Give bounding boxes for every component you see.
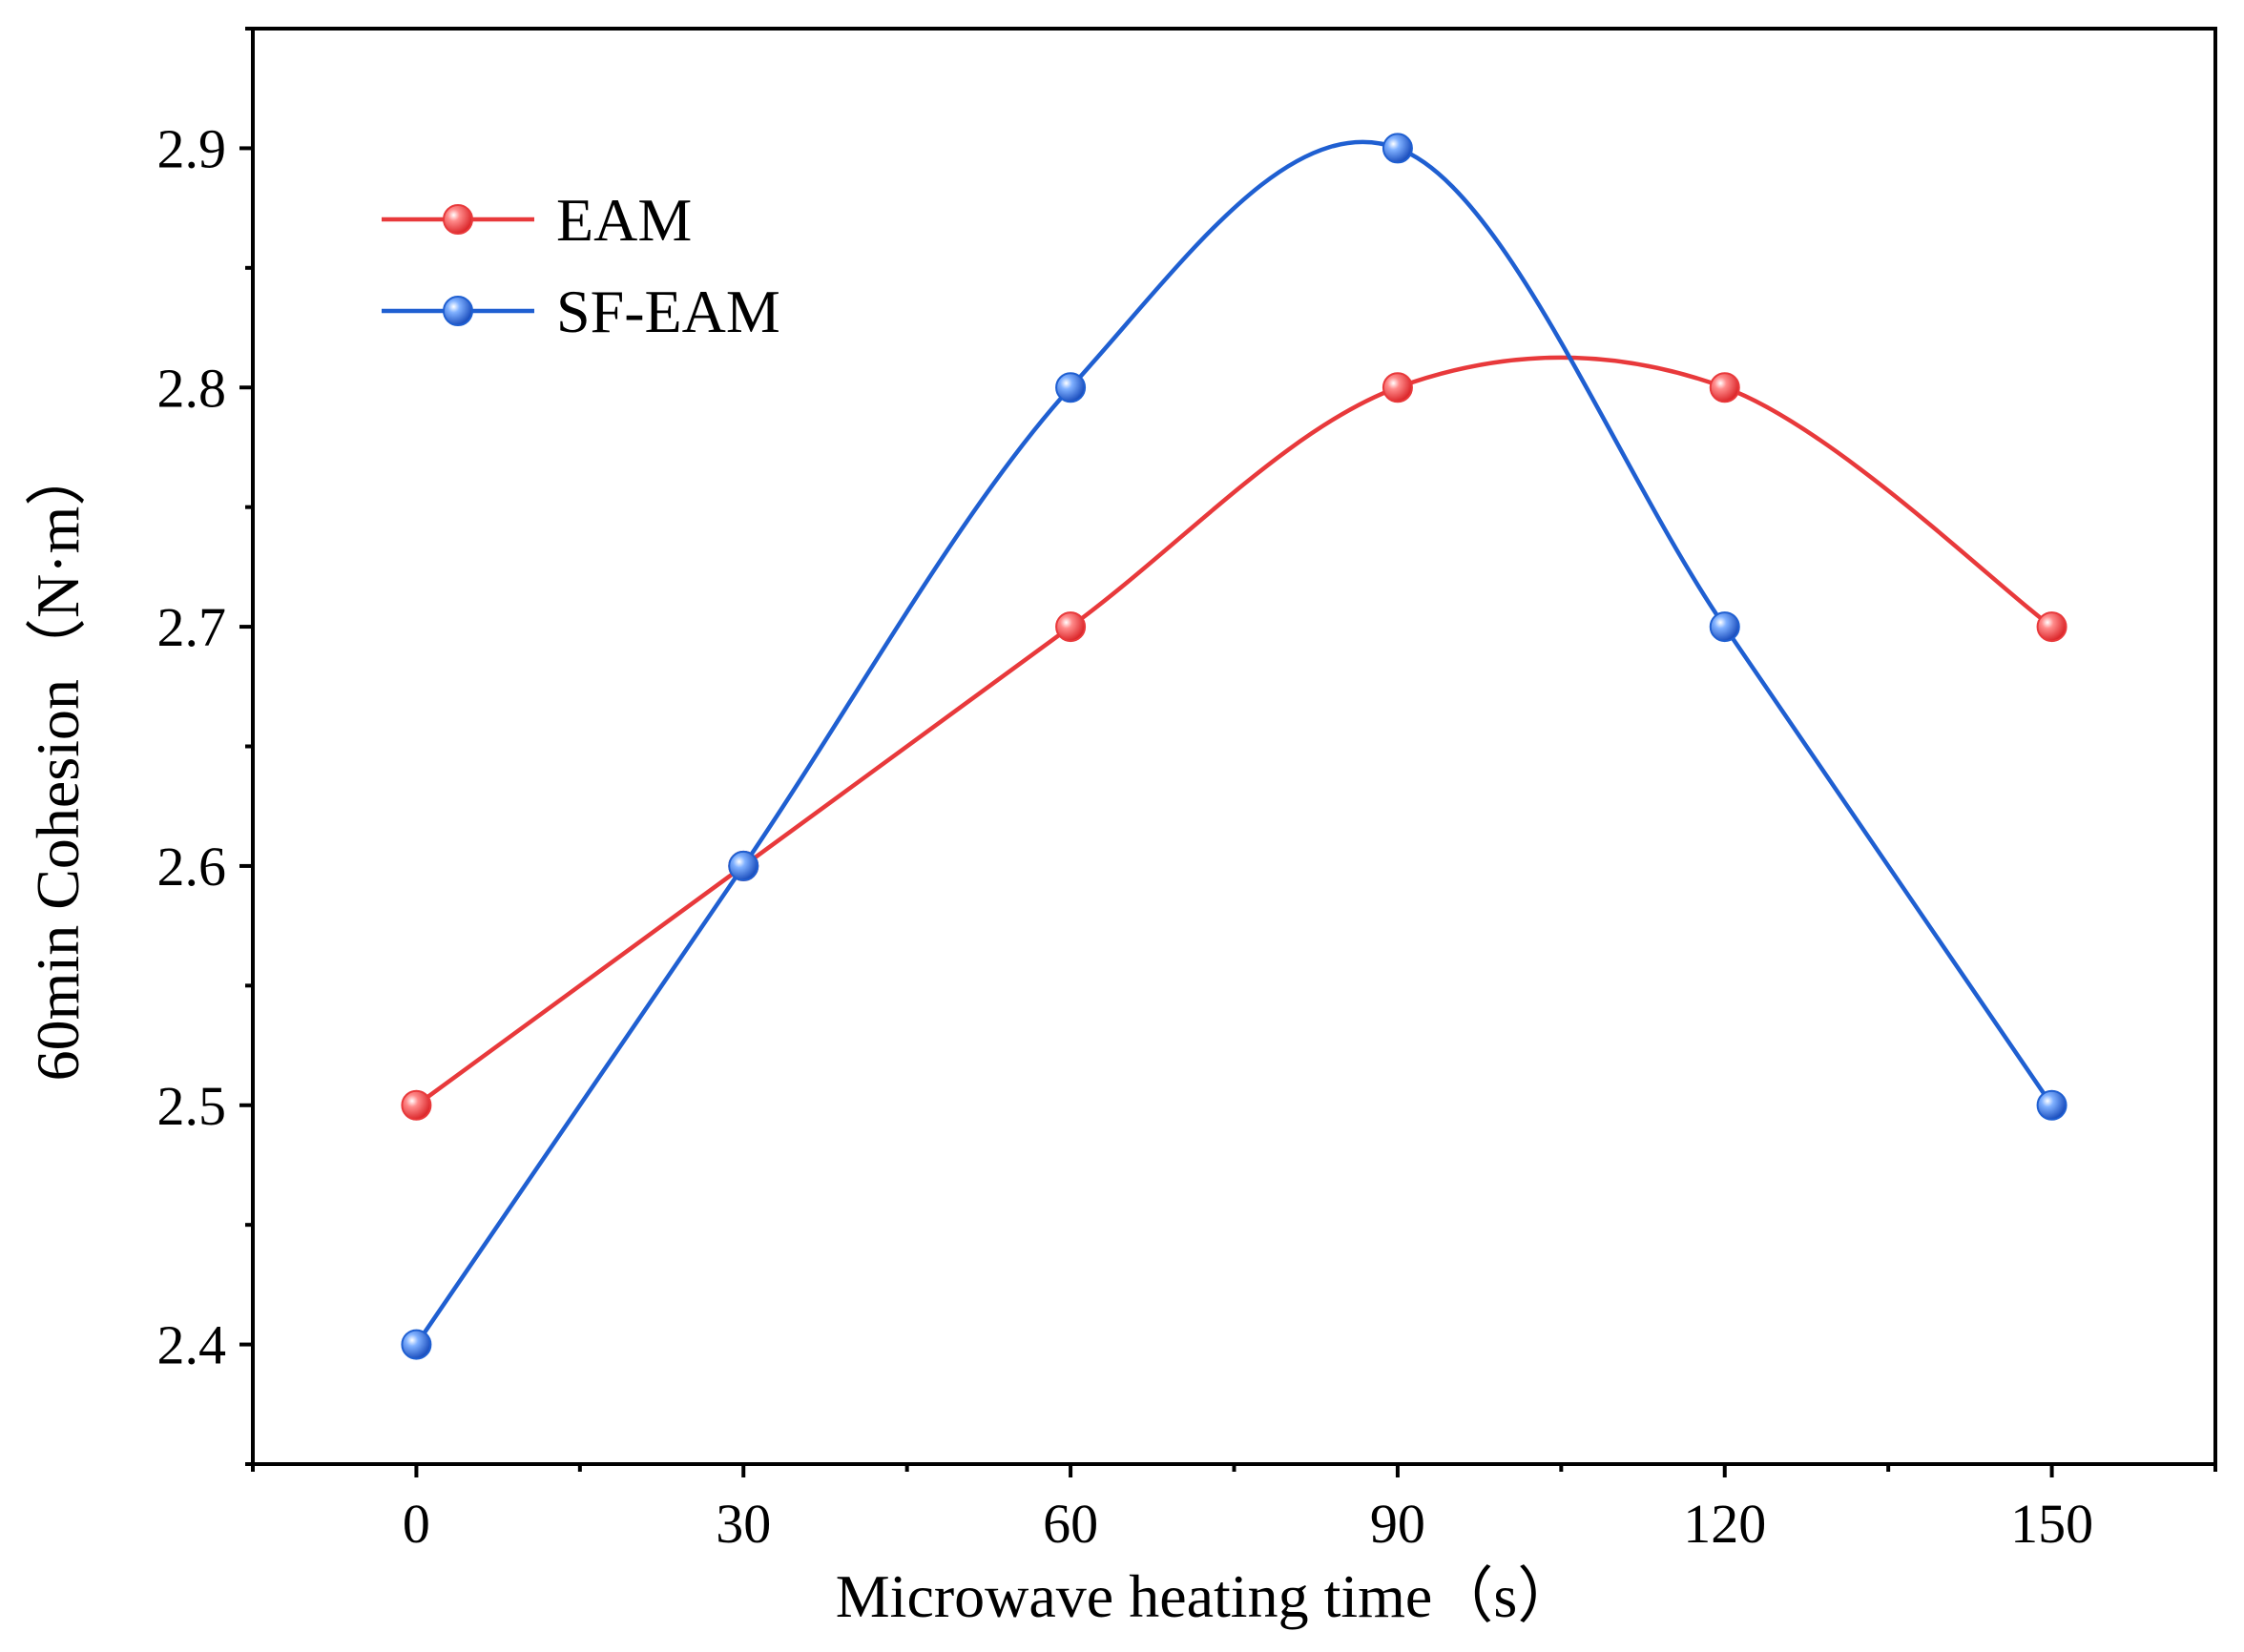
data-point (1382, 133, 1413, 164)
y-tick-label: 2.5 (157, 1075, 227, 1137)
data-point (1709, 372, 1740, 403)
legend-marker (443, 204, 473, 235)
data-point (1709, 611, 1740, 643)
legend-item: SF-EAM (382, 278, 780, 345)
data-point (401, 1089, 432, 1121)
series-line (414, 139, 2054, 1346)
x-tick-label: 0 (403, 1493, 430, 1555)
data-point (1055, 611, 1087, 643)
series-layer (401, 133, 2067, 1360)
x-tick-label: 60 (1043, 1493, 1098, 1555)
x-axis: 0 30 60 90 120 150 (251, 1464, 2217, 1555)
data-point (1055, 372, 1087, 403)
y-axis-title: 60min Cohesion（N·m） (24, 445, 92, 1082)
legend-label: EAM (556, 186, 692, 254)
x-tick-label: 90 (1370, 1493, 1425, 1555)
y-tick-label: 2.6 (157, 836, 227, 898)
data-point (1382, 372, 1413, 403)
y-tick-label: 2.8 (157, 357, 227, 419)
legend-marker (443, 296, 473, 326)
y-tick-label: 2.7 (157, 596, 227, 658)
x-tick-label: 120 (1683, 1493, 1766, 1555)
data-point (401, 1329, 432, 1360)
data-point (728, 850, 759, 881)
x-tick-label: 30 (716, 1493, 771, 1555)
data-point (2036, 611, 2067, 643)
plot-frame (251, 27, 2217, 1466)
y-tick-label: 2.9 (157, 117, 227, 179)
x-axis-title: Microwave heating time（s） (836, 1562, 1578, 1630)
series-sf-eam (401, 133, 2067, 1360)
x-tick-label: 150 (2010, 1493, 2093, 1555)
legend-item: EAM (382, 186, 692, 254)
series-eam (401, 355, 2067, 1121)
legend-label: SF-EAM (556, 278, 780, 345)
y-axis: 2.4 2.5 2.6 2.7 2.8 2.9 (157, 27, 253, 1466)
legend: EAM SF-EAM (382, 186, 780, 345)
series-line (415, 355, 2053, 1107)
y-tick-label: 2.4 (157, 1314, 227, 1376)
data-point (2036, 1089, 2067, 1121)
